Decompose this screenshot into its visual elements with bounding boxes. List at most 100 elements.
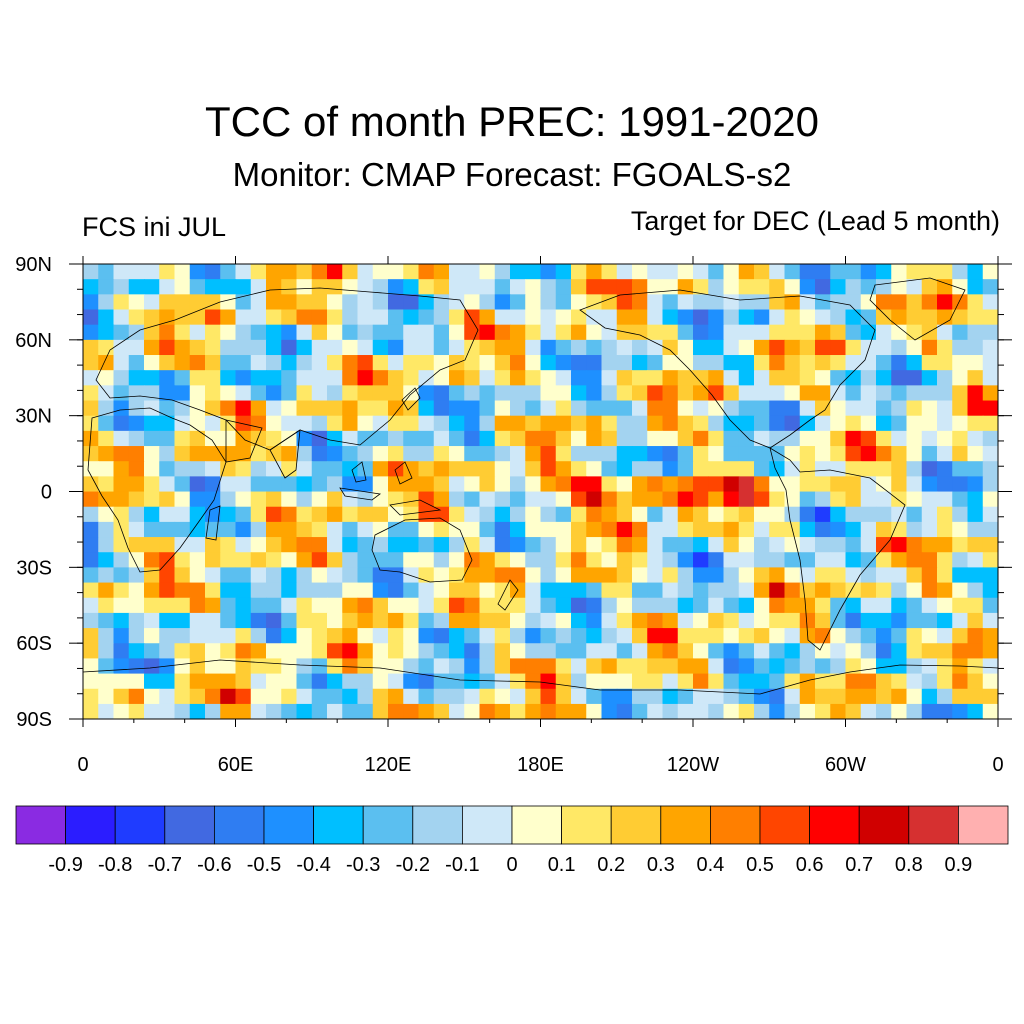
field-cell bbox=[952, 552, 969, 568]
field-cell bbox=[205, 309, 221, 326]
field-cell bbox=[662, 643, 679, 660]
field-cell bbox=[388, 294, 404, 311]
field-cell bbox=[83, 612, 99, 629]
field-cell bbox=[464, 582, 481, 599]
field-cell bbox=[357, 582, 374, 599]
field-cell bbox=[601, 628, 618, 644]
field-cell bbox=[494, 537, 511, 553]
field-cell bbox=[723, 537, 740, 553]
field-cell bbox=[632, 461, 648, 477]
field-cell bbox=[296, 537, 313, 553]
field-cell bbox=[311, 279, 328, 295]
field-cell bbox=[784, 400, 801, 417]
field-cell bbox=[250, 643, 267, 660]
field-cell bbox=[845, 673, 862, 690]
field-cell bbox=[769, 309, 786, 326]
field-cell bbox=[555, 461, 572, 477]
field-cell bbox=[403, 643, 420, 660]
field-cell bbox=[174, 279, 191, 295]
field-cell bbox=[586, 476, 603, 493]
field-cell bbox=[677, 612, 694, 629]
field-cell bbox=[189, 415, 206, 432]
field-cell bbox=[418, 703, 435, 719]
field-cell bbox=[113, 461, 130, 477]
field-cell bbox=[540, 537, 557, 553]
field-cell bbox=[281, 294, 298, 311]
field-cell bbox=[494, 264, 511, 280]
field-cell bbox=[616, 400, 633, 417]
field-cell bbox=[662, 446, 679, 462]
field-cell bbox=[555, 643, 572, 660]
field-cell bbox=[98, 491, 115, 508]
field-cell bbox=[967, 430, 984, 447]
field-cell bbox=[159, 688, 176, 705]
field-cell bbox=[891, 309, 908, 326]
field-cell bbox=[601, 339, 618, 356]
field-cell bbox=[83, 552, 99, 568]
field-cell bbox=[693, 537, 709, 553]
field-cell bbox=[769, 521, 786, 538]
field-cell bbox=[891, 279, 908, 295]
field-cell bbox=[205, 339, 221, 356]
field-cell bbox=[632, 430, 648, 447]
field-cell bbox=[601, 597, 618, 614]
field-cell bbox=[113, 446, 130, 462]
field-cell bbox=[693, 461, 709, 477]
field-cell bbox=[311, 582, 328, 599]
field-cell bbox=[693, 506, 709, 523]
field-cell bbox=[647, 612, 664, 629]
field-cell bbox=[311, 658, 328, 675]
field-cell bbox=[281, 643, 298, 660]
field-cell bbox=[662, 324, 679, 341]
field-cell bbox=[632, 567, 648, 584]
field-cell bbox=[799, 370, 816, 386]
field-cell bbox=[220, 597, 237, 614]
field-cell bbox=[449, 415, 465, 432]
field-cell bbox=[693, 430, 709, 447]
field-cell bbox=[189, 309, 206, 326]
field-cell bbox=[723, 521, 740, 538]
field-cell bbox=[250, 355, 267, 371]
field-cell bbox=[891, 597, 908, 614]
field-cell bbox=[510, 279, 526, 295]
field-cell bbox=[616, 521, 633, 538]
field-cell bbox=[342, 339, 359, 356]
field-cell bbox=[418, 597, 435, 614]
field-cell bbox=[723, 355, 740, 371]
field-cell bbox=[464, 537, 481, 553]
colorbar-label: 0.7 bbox=[845, 854, 873, 876]
field-cell bbox=[494, 339, 511, 356]
field-cell bbox=[220, 673, 237, 690]
field-cell bbox=[525, 658, 542, 675]
field-cell bbox=[632, 688, 648, 705]
field-cell bbox=[174, 643, 191, 660]
field-cell bbox=[372, 612, 389, 629]
field-cell bbox=[601, 552, 618, 568]
field-cell bbox=[357, 324, 374, 341]
field-cell bbox=[189, 461, 206, 477]
field-cell bbox=[723, 673, 740, 690]
field-cell bbox=[281, 658, 298, 675]
field-cell bbox=[433, 552, 450, 568]
field-cell bbox=[876, 567, 892, 584]
field-cell bbox=[220, 324, 237, 341]
field-cell bbox=[388, 552, 404, 568]
field-cell bbox=[281, 446, 298, 462]
field-cell bbox=[525, 476, 542, 493]
field-cell bbox=[769, 673, 786, 690]
field-cell bbox=[98, 688, 115, 705]
field-cell bbox=[952, 446, 969, 462]
field-cell bbox=[815, 643, 831, 660]
field-cell bbox=[693, 264, 709, 280]
field-cell bbox=[464, 430, 481, 447]
field-cell bbox=[235, 370, 252, 386]
field-cell bbox=[372, 370, 389, 386]
field-cell bbox=[388, 673, 404, 690]
field-cell bbox=[327, 552, 343, 568]
field-cell bbox=[342, 612, 359, 629]
field-cell bbox=[525, 400, 542, 417]
field-cell bbox=[357, 370, 374, 386]
field-cell bbox=[876, 370, 892, 386]
field-cell bbox=[342, 521, 359, 538]
field-cell bbox=[479, 491, 496, 508]
